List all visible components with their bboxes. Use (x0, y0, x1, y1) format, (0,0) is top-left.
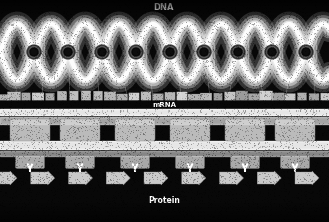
FancyBboxPatch shape (57, 91, 67, 100)
Circle shape (299, 45, 313, 59)
FancyBboxPatch shape (165, 92, 175, 100)
FancyBboxPatch shape (231, 155, 260, 168)
FancyBboxPatch shape (214, 93, 222, 100)
FancyBboxPatch shape (200, 93, 212, 100)
Circle shape (27, 45, 41, 59)
FancyBboxPatch shape (21, 93, 31, 100)
FancyArrow shape (295, 171, 319, 185)
FancyBboxPatch shape (272, 93, 284, 100)
Circle shape (265, 45, 279, 59)
FancyArrow shape (257, 171, 281, 185)
FancyBboxPatch shape (281, 155, 310, 168)
FancyBboxPatch shape (224, 92, 236, 100)
Circle shape (64, 48, 72, 56)
Circle shape (231, 45, 245, 59)
FancyBboxPatch shape (141, 92, 151, 100)
Text: DNA: DNA (154, 4, 174, 12)
FancyBboxPatch shape (236, 91, 248, 100)
FancyBboxPatch shape (129, 93, 139, 100)
Circle shape (234, 48, 242, 56)
FancyBboxPatch shape (32, 93, 44, 100)
FancyBboxPatch shape (7, 92, 21, 100)
Circle shape (166, 48, 174, 56)
Circle shape (200, 48, 208, 56)
FancyBboxPatch shape (259, 91, 273, 100)
FancyBboxPatch shape (153, 94, 164, 100)
FancyBboxPatch shape (297, 93, 307, 100)
FancyBboxPatch shape (248, 93, 260, 100)
FancyBboxPatch shape (175, 155, 205, 168)
FancyArrow shape (68, 171, 92, 185)
FancyArrow shape (106, 171, 130, 185)
FancyBboxPatch shape (0, 94, 8, 100)
Circle shape (132, 48, 140, 56)
FancyBboxPatch shape (70, 91, 78, 100)
FancyBboxPatch shape (225, 119, 265, 141)
FancyArrow shape (219, 171, 243, 185)
FancyArrow shape (144, 171, 168, 185)
Circle shape (268, 48, 276, 56)
FancyBboxPatch shape (10, 119, 50, 141)
FancyBboxPatch shape (60, 119, 100, 141)
FancyBboxPatch shape (177, 92, 187, 100)
FancyArrow shape (182, 171, 206, 185)
FancyBboxPatch shape (309, 93, 319, 100)
FancyBboxPatch shape (320, 93, 329, 100)
Circle shape (95, 45, 109, 59)
FancyBboxPatch shape (170, 119, 210, 141)
FancyBboxPatch shape (120, 155, 149, 168)
FancyArrow shape (31, 171, 55, 185)
FancyBboxPatch shape (188, 94, 200, 100)
Circle shape (98, 48, 106, 56)
FancyBboxPatch shape (104, 92, 116, 100)
FancyBboxPatch shape (81, 91, 91, 100)
FancyBboxPatch shape (275, 119, 315, 141)
FancyBboxPatch shape (116, 94, 128, 100)
Circle shape (30, 48, 38, 56)
Circle shape (302, 48, 310, 56)
FancyBboxPatch shape (93, 91, 103, 100)
FancyBboxPatch shape (15, 155, 44, 168)
FancyBboxPatch shape (115, 119, 155, 141)
FancyBboxPatch shape (65, 155, 94, 168)
Circle shape (197, 45, 211, 59)
Text: mRNA: mRNA (152, 102, 176, 108)
FancyArrow shape (0, 171, 17, 185)
Circle shape (61, 45, 75, 59)
FancyBboxPatch shape (45, 93, 55, 100)
FancyBboxPatch shape (285, 93, 295, 100)
Text: Protein: Protein (148, 196, 180, 204)
Circle shape (129, 45, 143, 59)
Circle shape (163, 45, 177, 59)
